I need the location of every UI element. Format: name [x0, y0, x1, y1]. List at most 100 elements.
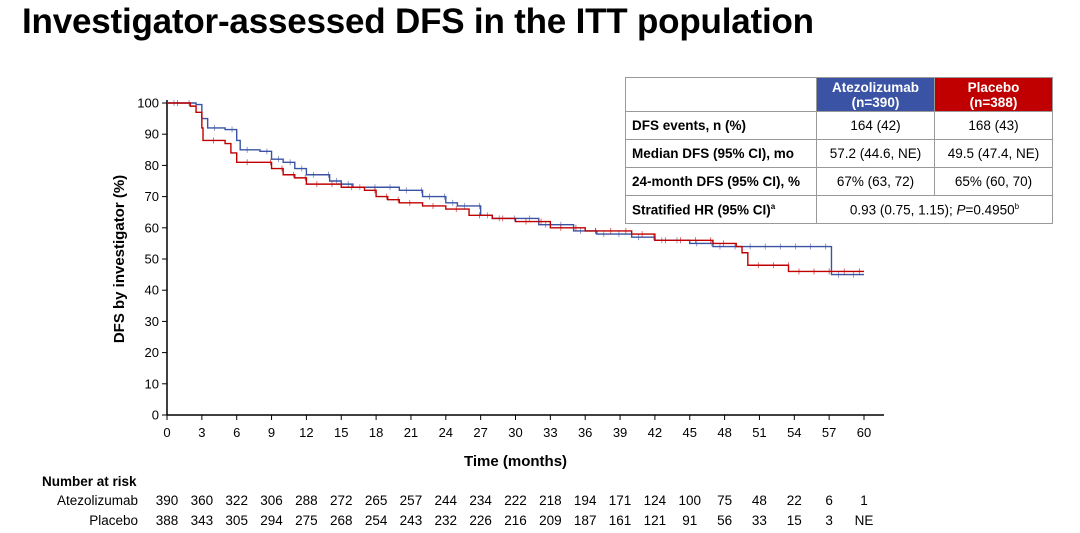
- at-risk-title: Number at risk: [42, 474, 137, 489]
- header-label: Placebo: [967, 79, 1020, 95]
- y-tick-label: 90: [145, 127, 159, 142]
- header-blank: [625, 77, 817, 112]
- at-risk-label-atezolizumab: Atezolizumab: [56, 493, 138, 508]
- y-tick-label: 100: [137, 96, 159, 111]
- km-curve-placebo: [167, 102, 864, 273]
- at-risk-value: 124: [643, 493, 667, 508]
- x-tick-label: 6: [233, 425, 240, 440]
- x-tick-label: 30: [508, 425, 522, 440]
- header-n: (n=388): [969, 94, 1018, 110]
- x-tick-label: 27: [473, 425, 487, 440]
- x-tick-label: 54: [787, 425, 801, 440]
- x-tick-label: 57: [822, 425, 836, 440]
- cell: 65% (60, 70): [934, 167, 1053, 196]
- row-label: 24-month DFS (95% CI), %: [625, 167, 817, 196]
- x-tick-label: 42: [648, 425, 662, 440]
- x-tick-label: 45: [683, 425, 697, 440]
- x-tick-label: 51: [752, 425, 766, 440]
- at-risk-value: 187: [573, 513, 597, 528]
- at-risk-value: 218: [539, 493, 562, 508]
- at-risk-value: 3: [825, 513, 833, 528]
- cell: 57.2 (44.6, NE): [816, 139, 935, 168]
- x-tick-label: 21: [404, 425, 418, 440]
- at-risk-value: 360: [190, 493, 214, 508]
- at-risk-value: 254: [364, 513, 388, 528]
- at-risk-value: 6: [825, 493, 833, 508]
- cell: 67% (63, 72): [816, 167, 935, 196]
- footnote-a: a: [770, 201, 776, 211]
- y-tick-label: 50: [145, 252, 159, 267]
- at-risk-value: 216: [504, 513, 527, 528]
- at-risk-value: 306: [260, 493, 283, 508]
- at-risk-value: 222: [504, 493, 527, 508]
- slide-title: Investigator-assessed DFS in the ITT pop…: [22, 2, 814, 41]
- cell: 168 (43): [934, 111, 1053, 140]
- x-tick-label: 18: [369, 425, 383, 440]
- at-risk-value: 343: [190, 513, 214, 528]
- at-risk-value: 232: [434, 513, 458, 528]
- at-risk-value: 243: [399, 513, 423, 528]
- at-risk-value: 244: [434, 493, 458, 508]
- at-risk-value: 1: [860, 493, 868, 508]
- at-risk-value: 305: [225, 513, 248, 528]
- cell: 49.5 (47.4, NE): [934, 139, 1053, 168]
- y-tick-label: 40: [145, 283, 159, 298]
- y-tick-label: 30: [145, 314, 159, 329]
- at-risk-value: 209: [539, 513, 562, 528]
- at-risk-value: 272: [329, 493, 353, 508]
- x-tick-label: 12: [299, 425, 313, 440]
- row-label: DFS events, n (%): [625, 111, 817, 140]
- at-risk-value: 257: [399, 493, 423, 508]
- x-tick-label: 9: [268, 425, 275, 440]
- at-risk-value: 275: [295, 513, 318, 528]
- at-risk-value: 194: [573, 493, 597, 508]
- hr-label: Stratified HR (95% CI): [632, 202, 771, 218]
- at-risk-value: 288: [295, 493, 318, 508]
- table-row: 24-month DFS (95% CI), % 67% (63, 72) 65% …: [625, 167, 1053, 196]
- header-n: (n=390): [851, 94, 900, 110]
- x-tick-label: 15: [334, 425, 348, 440]
- at-risk-value: 56: [717, 513, 733, 528]
- at-risk-value: 121: [643, 513, 667, 528]
- y-tick-label: 20: [145, 345, 159, 360]
- table-row: DFS events, n (%) 164 (42) 168 (43): [625, 111, 1053, 140]
- at-risk-value: 390: [155, 493, 179, 508]
- table-row: Median DFS (95% CI), mo 57.2 (44.6, NE) 49…: [625, 139, 1053, 168]
- hr-value: 0.93 (0.75, 1.15);: [849, 202, 957, 218]
- at-risk-value: 22: [786, 493, 802, 508]
- table-row-hr: Stratified HR (95% CI)a 0.93 (0.75, 1.15…: [625, 195, 1053, 224]
- at-risk-value: 226: [469, 513, 492, 528]
- y-axis-label: DFS by investigator (%): [111, 175, 128, 343]
- y-tick-label: 60: [145, 220, 159, 235]
- header-placebo: Placebo (n=388): [934, 77, 1053, 112]
- at-risk-label-placebo: Placebo: [89, 513, 138, 528]
- x-tick-label: 36: [578, 425, 592, 440]
- row-label: Median DFS (95% CI), mo: [625, 139, 817, 168]
- p-label: P: [956, 202, 966, 218]
- at-risk-value: 75: [717, 493, 733, 508]
- at-risk-value: 294: [260, 513, 283, 528]
- hr-cell: 0.93 (0.75, 1.15); P=0.4950b: [816, 195, 1053, 224]
- p-value: =0.4950: [965, 202, 1015, 218]
- at-risk-value: 48: [751, 493, 767, 508]
- x-tick-label: 39: [613, 425, 627, 440]
- x-tick-label: 33: [543, 425, 557, 440]
- at-risk-value: 388: [155, 513, 179, 528]
- x-tick-label: 0: [163, 425, 170, 440]
- at-risk-value: 265: [364, 493, 388, 508]
- x-tick-label: 48: [717, 425, 731, 440]
- at-risk-value: 161: [608, 513, 632, 528]
- footnote-b: b: [1014, 201, 1020, 211]
- at-risk-value: 234: [469, 493, 492, 508]
- at-risk-value: 268: [329, 513, 353, 528]
- x-tick-label: 3: [198, 425, 205, 440]
- y-tick-label: 0: [152, 408, 159, 423]
- x-tick-label: 24: [439, 425, 453, 440]
- y-tick-label: 80: [145, 158, 159, 173]
- at-risk-value: 171: [608, 493, 632, 508]
- y-tick-label: 10: [145, 376, 159, 391]
- cell: 164 (42): [816, 111, 935, 140]
- at-risk-value: 100: [678, 493, 702, 508]
- at-risk-value: 91: [682, 513, 698, 528]
